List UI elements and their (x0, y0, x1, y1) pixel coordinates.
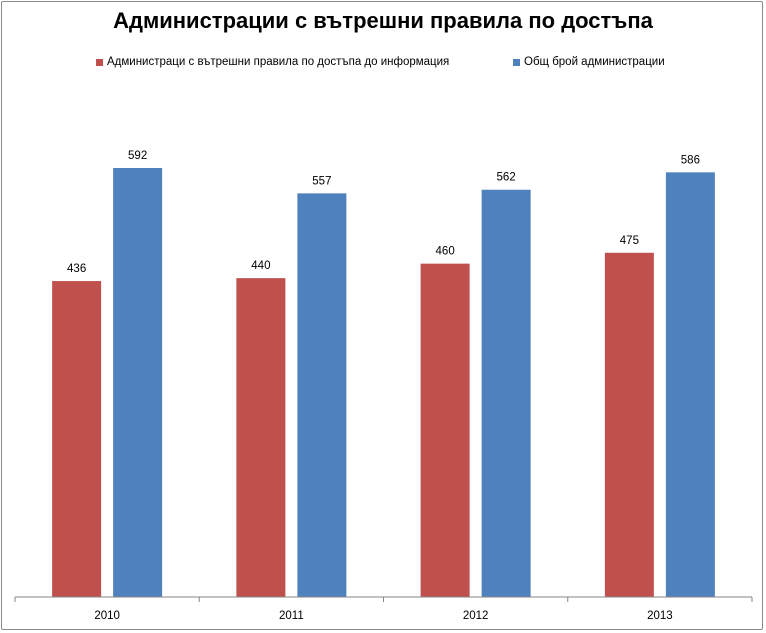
chart-title: Администрации с вътрешни правила по дост… (113, 8, 653, 33)
legend-swatch-rules (96, 58, 103, 66)
legend-item-total: Общ брой администрации (513, 56, 665, 68)
legend-swatch-total (513, 58, 520, 66)
legend-item-rules: Администраци с вътрешни правила по достъ… (96, 56, 449, 68)
legend-label-total: Общ брой администрации (524, 56, 665, 68)
legend-label-rules: Администраци с вътрешни правила по достъ… (107, 56, 450, 68)
